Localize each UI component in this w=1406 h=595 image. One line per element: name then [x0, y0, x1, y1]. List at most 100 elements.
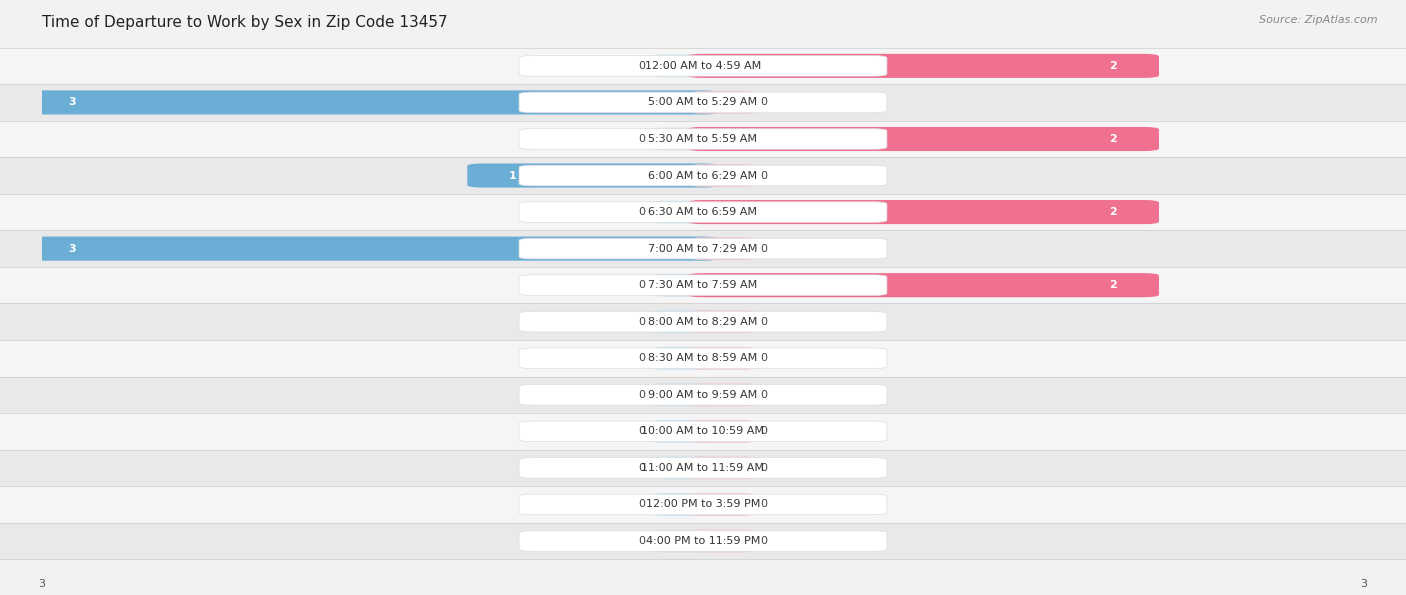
FancyBboxPatch shape [519, 311, 887, 332]
Text: 8:30 AM to 8:59 AM: 8:30 AM to 8:59 AM [648, 353, 758, 364]
Text: 10:00 AM to 10:59 AM: 10:00 AM to 10:59 AM [641, 427, 765, 436]
Text: 5:30 AM to 5:59 AM: 5:30 AM to 5:59 AM [648, 134, 758, 144]
Text: Time of Departure to Work by Sex in Zip Code 13457: Time of Departure to Work by Sex in Zip … [42, 15, 447, 30]
FancyBboxPatch shape [519, 92, 887, 112]
FancyBboxPatch shape [519, 55, 887, 76]
FancyBboxPatch shape [692, 311, 754, 333]
Text: 0: 0 [638, 317, 645, 327]
Text: 0: 0 [761, 171, 768, 180]
Bar [0, 267, 1406, 303]
Bar [0, 340, 1406, 377]
FancyBboxPatch shape [652, 420, 714, 443]
Text: 2: 2 [1109, 280, 1118, 290]
FancyBboxPatch shape [652, 201, 714, 223]
Text: 8:00 AM to 8:29 AM: 8:00 AM to 8:29 AM [648, 317, 758, 327]
FancyBboxPatch shape [652, 530, 714, 552]
Bar [0, 194, 1406, 230]
FancyBboxPatch shape [519, 129, 887, 149]
Bar [0, 450, 1406, 486]
Text: 0: 0 [761, 98, 768, 108]
FancyBboxPatch shape [652, 311, 714, 333]
FancyBboxPatch shape [692, 530, 754, 552]
Text: 7:30 AM to 7:59 AM: 7:30 AM to 7:59 AM [648, 280, 758, 290]
Text: Source: ZipAtlas.com: Source: ZipAtlas.com [1260, 15, 1378, 25]
Text: 0: 0 [638, 536, 645, 546]
Text: 12:00 PM to 3:59 PM: 12:00 PM to 3:59 PM [645, 499, 761, 509]
Text: 3: 3 [69, 243, 76, 253]
FancyBboxPatch shape [519, 275, 887, 296]
Text: 0: 0 [761, 390, 768, 400]
Text: 6:30 AM to 6:59 AM: 6:30 AM to 6:59 AM [648, 207, 758, 217]
FancyBboxPatch shape [519, 384, 887, 405]
Bar [0, 121, 1406, 157]
FancyBboxPatch shape [27, 237, 718, 261]
Text: 0: 0 [638, 353, 645, 364]
Text: 0: 0 [761, 243, 768, 253]
FancyBboxPatch shape [652, 456, 714, 479]
Text: 0: 0 [761, 463, 768, 473]
Bar [0, 230, 1406, 267]
FancyBboxPatch shape [692, 164, 754, 187]
FancyBboxPatch shape [688, 273, 1159, 298]
Bar [0, 377, 1406, 413]
FancyBboxPatch shape [27, 90, 718, 114]
Bar [0, 84, 1406, 121]
FancyBboxPatch shape [467, 164, 718, 187]
Bar [0, 48, 1406, 84]
Text: 0: 0 [761, 353, 768, 364]
Text: 4:00 PM to 11:59 PM: 4:00 PM to 11:59 PM [645, 536, 761, 546]
Text: 0: 0 [761, 499, 768, 509]
FancyBboxPatch shape [519, 531, 887, 552]
Text: 0: 0 [638, 280, 645, 290]
Text: 0: 0 [638, 61, 645, 71]
Text: 1: 1 [509, 171, 517, 180]
FancyBboxPatch shape [688, 54, 1159, 78]
Text: 0: 0 [761, 536, 768, 546]
Text: 3: 3 [39, 580, 45, 590]
FancyBboxPatch shape [652, 384, 714, 406]
FancyBboxPatch shape [692, 347, 754, 369]
FancyBboxPatch shape [692, 384, 754, 406]
Bar [0, 413, 1406, 450]
FancyBboxPatch shape [519, 348, 887, 368]
Text: 0: 0 [638, 427, 645, 436]
Text: 0: 0 [638, 499, 645, 509]
FancyBboxPatch shape [652, 274, 714, 296]
Text: 11:00 AM to 11:59 AM: 11:00 AM to 11:59 AM [641, 463, 765, 473]
FancyBboxPatch shape [692, 237, 754, 260]
Text: 2: 2 [1109, 207, 1118, 217]
FancyBboxPatch shape [519, 165, 887, 186]
FancyBboxPatch shape [519, 458, 887, 478]
Text: 6:00 AM to 6:29 AM: 6:00 AM to 6:29 AM [648, 171, 758, 180]
FancyBboxPatch shape [692, 91, 754, 114]
FancyBboxPatch shape [519, 421, 887, 441]
Bar [0, 157, 1406, 194]
FancyBboxPatch shape [519, 494, 887, 515]
FancyBboxPatch shape [652, 493, 714, 516]
Bar [0, 303, 1406, 340]
FancyBboxPatch shape [688, 200, 1159, 224]
Text: 7:00 AM to 7:29 AM: 7:00 AM to 7:29 AM [648, 243, 758, 253]
FancyBboxPatch shape [652, 347, 714, 369]
FancyBboxPatch shape [519, 239, 887, 259]
Bar [0, 486, 1406, 523]
FancyBboxPatch shape [688, 127, 1159, 151]
Text: 3: 3 [69, 98, 76, 108]
Bar [0, 523, 1406, 559]
Text: 3: 3 [1361, 580, 1367, 590]
Text: 0: 0 [638, 134, 645, 144]
Text: 5:00 AM to 5:29 AM: 5:00 AM to 5:29 AM [648, 98, 758, 108]
FancyBboxPatch shape [652, 55, 714, 77]
Text: 12:00 AM to 4:59 AM: 12:00 AM to 4:59 AM [645, 61, 761, 71]
Text: 0: 0 [761, 317, 768, 327]
FancyBboxPatch shape [692, 420, 754, 443]
Text: 0: 0 [638, 207, 645, 217]
FancyBboxPatch shape [519, 202, 887, 223]
Text: 0: 0 [638, 390, 645, 400]
Text: 2: 2 [1109, 134, 1118, 144]
Text: 0: 0 [638, 463, 645, 473]
FancyBboxPatch shape [652, 128, 714, 151]
Text: 2: 2 [1109, 61, 1118, 71]
FancyBboxPatch shape [692, 456, 754, 479]
FancyBboxPatch shape [692, 493, 754, 516]
